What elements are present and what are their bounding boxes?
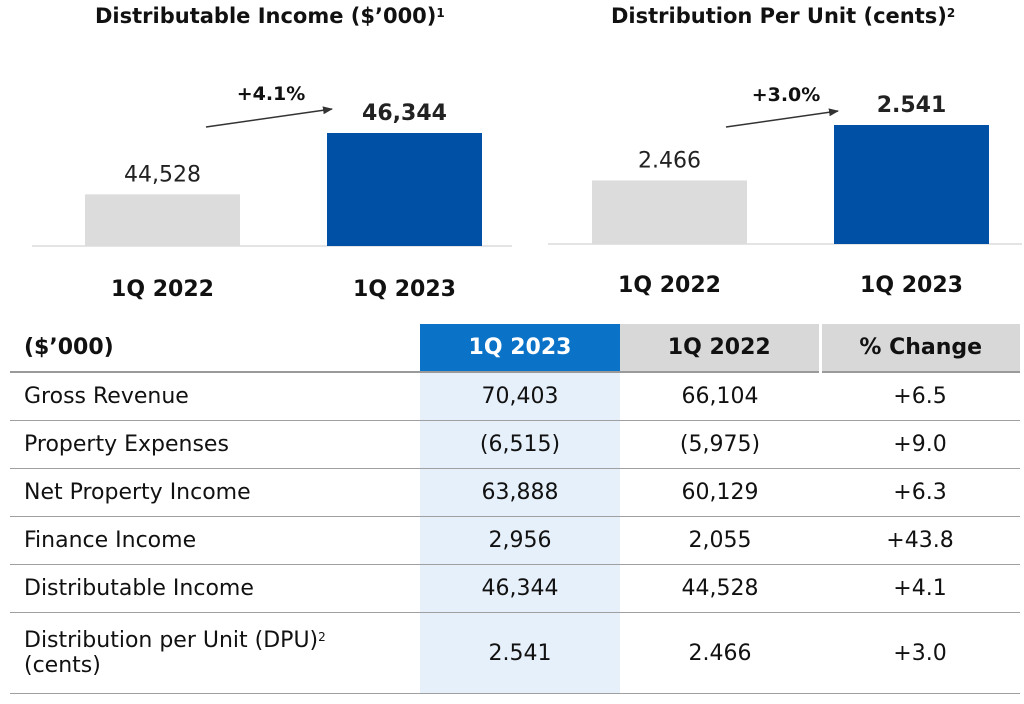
row-label: Property Expenses [10,420,420,469]
chart-title: Distributable Income ($’000)1 [95,4,445,28]
growth-percent-label: +3.0% [752,84,821,106]
percent-change-value: +6.5 [820,372,1020,421]
percent-change-value: +6.3 [820,468,1020,517]
bar-1q-2023 [834,125,989,244]
row-label-line1: Distribution per Unit (DPU) [24,628,319,653]
row-label: Distributable Income [10,564,420,613]
table-row: Property Expenses (6,515) (5,975) +9.0 [10,420,1020,469]
row-label: Net Property Income [10,468,420,517]
growth-arrow [725,108,839,128]
row-label: Gross Revenue [10,372,420,421]
bar-value-label: 2.541 [877,93,947,118]
table-body: Gross Revenue 70,403 66,104 +6.5 Property Ex… [10,372,1020,694]
bar-value-label: 2.466 [638,148,701,173]
table-row: Finance Income 2,956 2,055 +43.8 [10,516,1020,565]
row-label: Distribution per Unit (DPU)2 (cents) [10,612,420,694]
growth-percent-label: +4.1% [237,83,306,105]
percent-change-value: +4.1 [820,564,1020,613]
header-percent-change: % Change [818,324,1020,373]
financial-summary-table: ($’000) 1Q 2023 1Q 2022 % Change Gross R… [10,324,1020,694]
row-label-line2: (cents) [24,653,101,678]
table-header-row: ($’000) 1Q 2023 1Q 2022 % Change [10,324,1020,373]
header-current-period: 1Q 2023 [420,324,620,373]
chart-canvas: 44,528 1Q 2022 46,344 1Q 2023 +4.1% [32,83,512,302]
table-row-dpu: Distribution per Unit (DPU)2 (cents) 2.541… [10,612,1020,694]
prior-period-value: 2,055 [620,516,820,565]
header-prior-period: 1Q 2022 [620,324,820,373]
current-period-value: 2.541 [420,612,620,694]
x-tick-label: 1Q 2022 [111,277,214,302]
prior-period-value: 44,528 [620,564,820,613]
distributable-income-chart: Distributable Income ($’000)1 44,528 1Q 2… [0,0,512,318]
table-row: Distributable Income 46,344 44,528 +4.1 [10,564,1020,613]
chart-canvas: 2.466 1Q 2022 2.541 1Q 2023 +3.0% [548,84,1022,298]
bar-value-label: 46,344 [362,101,447,126]
percent-change-value: +3.0 [820,612,1020,694]
bar-value-label: 44,528 [124,162,201,187]
current-period-value: (6,515) [420,420,620,469]
footnote-marker: 2 [946,6,956,20]
table-row: Net Property Income 63,888 60,129 +6.3 [10,468,1020,517]
x-tick-label: 1Q 2022 [618,273,721,298]
current-period-value: 70,403 [420,372,620,421]
table-row: Gross Revenue 70,403 66,104 +6.5 [10,372,1020,421]
header-units: ($’000) [10,324,420,373]
prior-period-value: 66,104 [620,372,820,421]
footnote-marker: 1 [436,6,445,20]
current-period-value: 2,956 [420,516,620,565]
bar-1q-2022 [85,194,240,246]
row-label: Finance Income [10,516,420,565]
chart-title: Distribution Per Unit (cents)2 [611,4,956,28]
bar-1q-2022 [592,180,747,244]
percent-change-value: +43.8 [820,516,1020,565]
bar-1q-2023 [327,133,482,246]
prior-period-value: 2.466 [620,612,820,694]
prior-period-value: 60,129 [620,468,820,517]
growth-arrow [205,106,333,128]
dpu-chart: Distribution Per Unit (cents)2 2.466 1Q 2… [512,0,1024,318]
current-period-value: 46,344 [420,564,620,613]
current-period-value: 63,888 [420,468,620,517]
x-tick-label: 1Q 2023 [860,273,963,298]
x-tick-label: 1Q 2023 [353,277,456,302]
prior-period-value: (5,975) [620,420,820,469]
footnote-marker: 2 [318,630,326,644]
percent-change-value: +9.0 [820,420,1020,469]
